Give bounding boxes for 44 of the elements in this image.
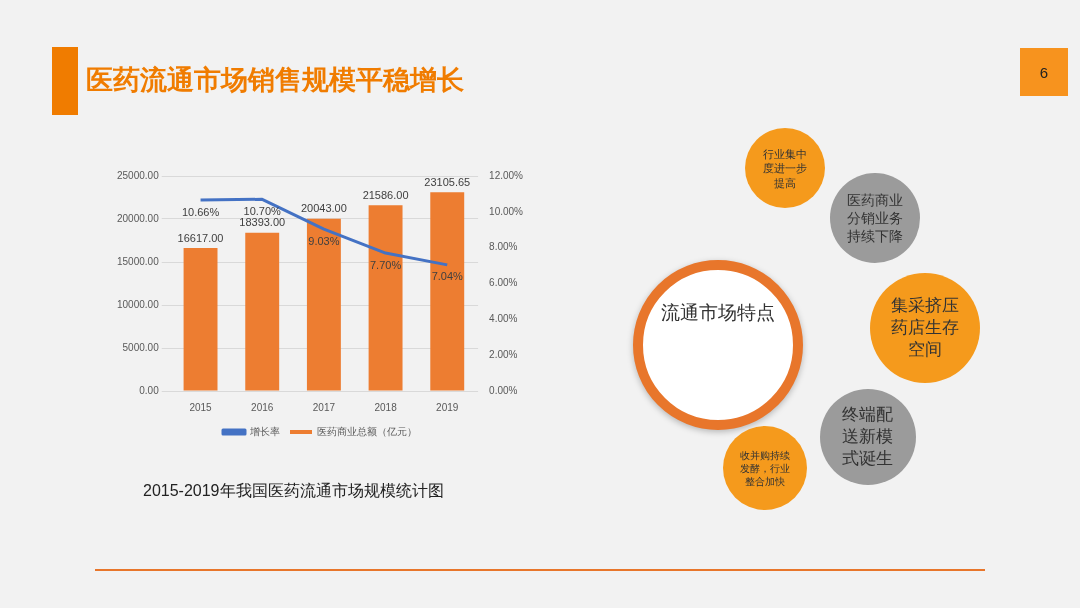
text: 终端配送新模式诞生 [841, 403, 895, 471]
y2-tick-label: 12.00% [489, 169, 524, 181]
text: 2015-2019年我国医药流通市场规模统计图 [143, 481, 444, 501]
y-tick-label: 15000.00 [116, 255, 160, 267]
data-label: 10.70% [243, 204, 282, 217]
y2-tick-label: 0.00% [489, 384, 518, 396]
legend-label: 增长率 [249, 425, 280, 437]
text: 流通市场特点 [660, 301, 776, 325]
x-tick-label: 2016 [251, 401, 274, 413]
data-label: 10.66% [181, 205, 220, 218]
legend-label: 医药商业总额（亿元） [317, 425, 417, 437]
data-label: 16617.00 [177, 231, 224, 244]
x-tick-label: 2019 [436, 401, 459, 413]
y-tick-label: 25000.00 [116, 169, 160, 181]
y2-tick-label: 2.00% [489, 348, 518, 360]
data-label: 7.70% [369, 258, 402, 271]
data-label: 9.03% [308, 234, 340, 247]
bar [430, 192, 465, 391]
bar [368, 205, 403, 391]
y-tick-label: 20000.00 [116, 212, 160, 224]
y2-tick-label: 4.00% [489, 313, 518, 325]
y-tick-label: 5000.00 [122, 341, 160, 353]
data-label: 7.04% [431, 270, 464, 283]
x-tick-label: 2017 [312, 401, 336, 413]
text: 行业集中度进一步提高 [762, 146, 808, 190]
y2-tick-label: 8.00% [489, 241, 518, 253]
bar [183, 248, 218, 391]
text: 医药商业分销业务持续下降 [846, 190, 904, 246]
chart-title: 医药流通市场销售规模平稳增长 [86, 64, 464, 97]
data-label: 18393.00 [239, 216, 286, 229]
y-tick-label: 10000.00 [116, 298, 160, 310]
text: 集采挤压药店生存空间 [890, 294, 960, 362]
text: 6 [1020, 48, 1068, 96]
text: 收并购持续发酵，行业整合加快 [739, 448, 791, 488]
y-tick-label: 0.00 [139, 384, 160, 396]
data-label: 21586.00 [362, 188, 409, 201]
x-tick-label: 2015 [189, 401, 213, 413]
bar [306, 218, 341, 391]
data-label: 20043.00 [300, 202, 347, 215]
x-tick-label: 2018 [374, 401, 398, 413]
y2-tick-label: 10.00% [489, 205, 524, 217]
bar [245, 232, 280, 391]
y2-tick-label: 6.00% [489, 277, 518, 289]
data-label: 23105.65 [424, 175, 471, 188]
